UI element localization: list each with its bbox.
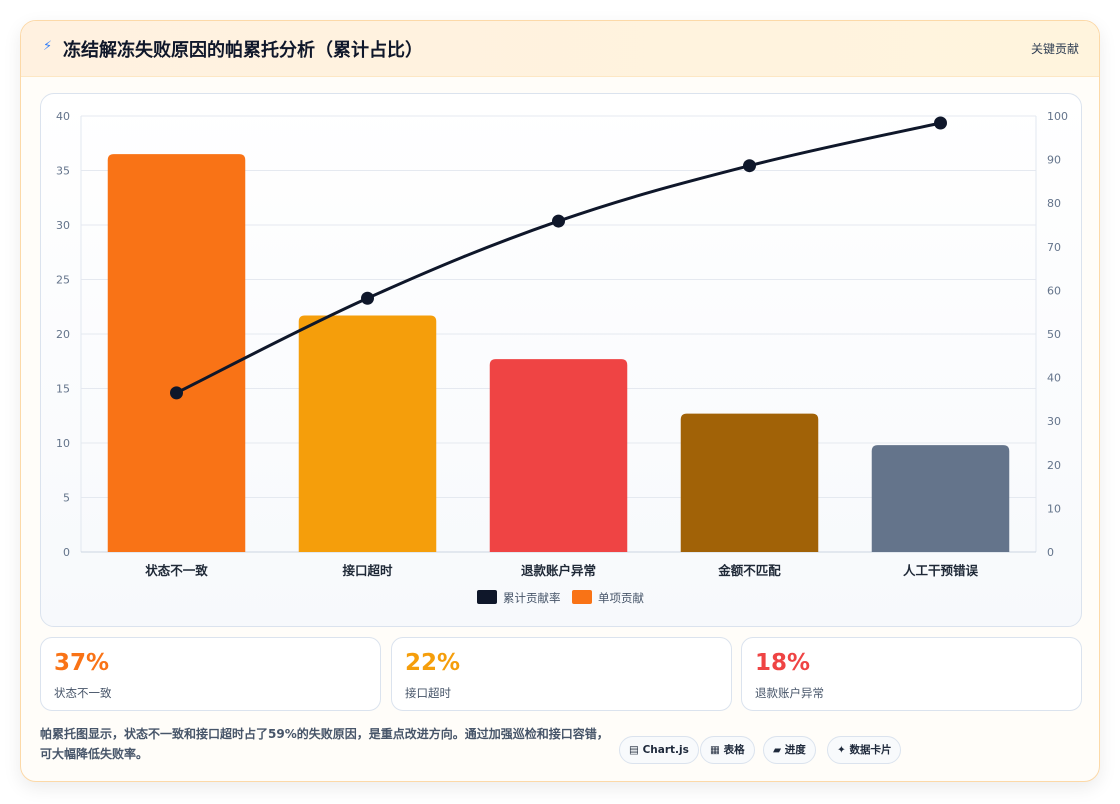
y2-tick-label: 50 <box>1047 328 1061 341</box>
y2-tick-label: 30 <box>1047 415 1061 428</box>
pareto-chart: 0 5 10 15 20 25 30 35 40 0 10 20 30 40 50 60 70 80 90 100 状态… <box>56 110 1068 605</box>
stat-value: 18% <box>755 650 811 676</box>
bar <box>871 445 1010 552</box>
legend-label: 累计贡献率 <box>503 591 561 605</box>
lightning-icon: ⚡ <box>43 39 53 54</box>
legend-swatch <box>572 590 592 604</box>
stat-value: 22% <box>405 650 461 676</box>
chip-chartjs[interactable]: ▤ Chart.js <box>619 736 699 764</box>
key-contribution-tag: 关键贡献 <box>1030 42 1079 56</box>
stat-value: 37% <box>54 650 110 676</box>
chart-panel: 0 5 10 15 20 25 30 35 40 0 10 20 30 40 50 60 70 80 90 100 状态… <box>40 93 1082 627</box>
stat-card-1: 37% 状态不一致 <box>40 637 381 711</box>
chip-label: Chart.js <box>642 744 689 756</box>
y2-tick-label: 20 <box>1047 459 1061 472</box>
table-icon: ▦ <box>710 744 720 756</box>
chart-card: ⚡ 冻结解冻失败原因的帕累托分析（累计占比） 关键贡献 0 5 10 15 20 25 30… <box>20 20 1100 782</box>
y-tick-label: 20 <box>56 328 70 341</box>
y2-tick-label: 100 <box>1047 110 1068 123</box>
cumulative-point <box>361 291 374 305</box>
x-tick-label: 状态不一致 <box>145 563 208 578</box>
y-tick-label: 5 <box>63 492 70 505</box>
x-tick-label: 接口超时 <box>342 563 393 578</box>
chip-data-card[interactable]: ✦ 数据卡片 <box>827 736 902 764</box>
chip-table[interactable]: ▦ 表格 <box>700 736 755 764</box>
bar <box>680 413 819 552</box>
chip-label: 表格 <box>723 744 745 756</box>
chip-label: 进度 <box>784 744 806 756</box>
chip-progress[interactable]: ▰ 进度 <box>763 736 816 764</box>
bar <box>489 359 628 552</box>
chart-title: 冻结解冻失败原因的帕累托分析（累计占比） <box>63 40 423 61</box>
stat-label: 接口超时 <box>405 686 451 700</box>
y-tick-label: 10 <box>56 437 70 450</box>
stat-card-3: 18% 退款账户异常 <box>741 637 1082 711</box>
x-tick-label: 退款账户异常 <box>521 563 596 578</box>
cumulative-point <box>552 214 565 228</box>
cumulative-point <box>170 386 183 400</box>
y2-tick-label: 90 <box>1047 154 1061 167</box>
y2-tick-label: 40 <box>1047 372 1061 385</box>
stat-label: 退款账户异常 <box>755 686 824 700</box>
x-tick-label: 金额不匹配 <box>717 563 781 578</box>
cumulative-point <box>934 116 947 130</box>
card-header: ⚡ 冻结解冻失败原因的帕累托分析（累计占比） 关键贡献 <box>21 21 1099 77</box>
y2-tick-label: 0 <box>1047 546 1054 559</box>
legend-swatch <box>477 590 497 604</box>
y-tick-label: 35 <box>56 165 70 178</box>
y-tick-label: 0 <box>63 546 70 559</box>
cumulative-line <box>175 121 941 395</box>
legend-label: 单项贡献 <box>598 591 644 605</box>
bar <box>107 154 246 552</box>
cumulative-point <box>743 159 756 173</box>
y-tick-label: 25 <box>56 274 70 287</box>
sparkle-icon: ✦ <box>837 744 846 756</box>
y-tick-label: 15 <box>56 383 70 396</box>
chip-label: 数据卡片 <box>849 744 892 756</box>
bar <box>298 315 437 552</box>
y-tick-label: 40 <box>56 110 70 123</box>
y2-tick-label: 80 <box>1047 197 1061 210</box>
y2-tick-label: 10 <box>1047 502 1061 515</box>
chart-icon: ▤ <box>629 744 639 756</box>
x-tick-label: 人工干预错误 <box>903 563 979 578</box>
y-tick-label: 30 <box>56 219 70 232</box>
y2-tick-label: 70 <box>1047 241 1061 254</box>
summary-note: 帕累托图显示，状态不一致和接口超时占了59%的失败原因，是重点改进方向。通过加强… <box>40 727 609 761</box>
stat-label: 状态不一致 <box>54 686 112 700</box>
stat-card-2: 22% 接口超时 <box>391 637 732 711</box>
y2-tick-label: 60 <box>1047 284 1061 297</box>
progress-icon: ▰ <box>773 744 782 756</box>
